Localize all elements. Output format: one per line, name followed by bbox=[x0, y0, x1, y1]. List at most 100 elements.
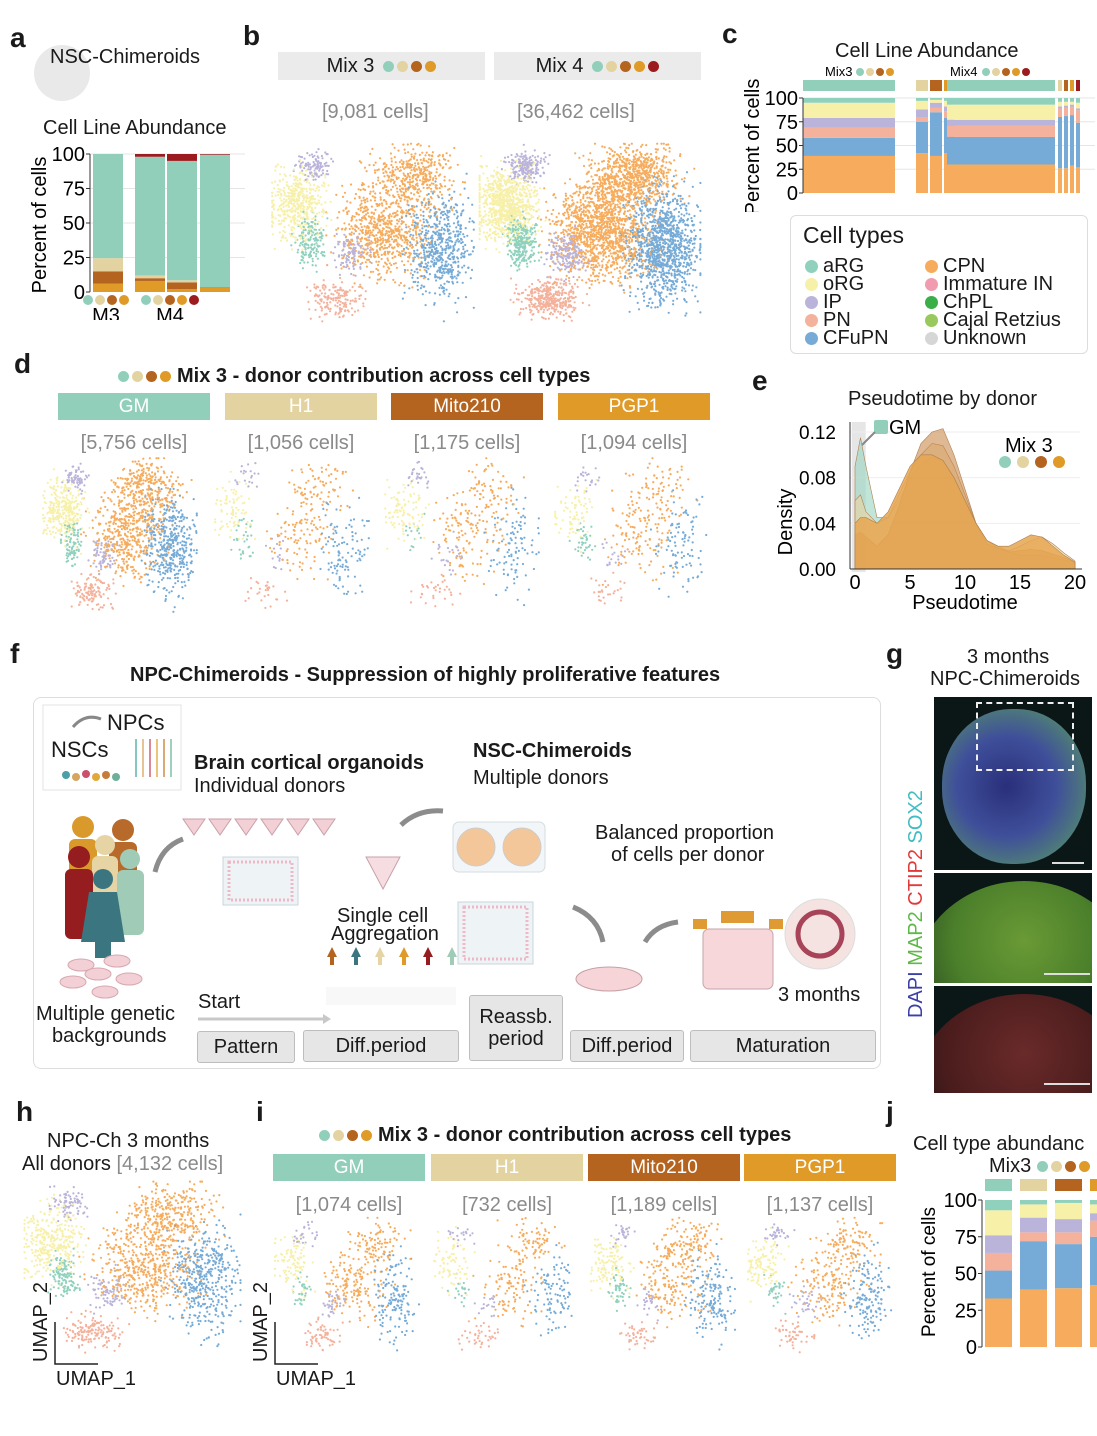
umap-point bbox=[404, 190, 407, 193]
umap-point bbox=[320, 154, 323, 158]
umap-point bbox=[372, 212, 376, 215]
umap-point bbox=[403, 198, 406, 201]
umap-point bbox=[293, 227, 296, 230]
umap-point bbox=[342, 315, 345, 318]
umap-point bbox=[397, 227, 400, 230]
umap-point bbox=[391, 231, 394, 234]
umap-point bbox=[339, 294, 343, 297]
umap-point bbox=[435, 279, 438, 282]
umap-point bbox=[346, 211, 349, 214]
umap-point bbox=[345, 261, 348, 264]
umap-point bbox=[603, 146, 606, 149]
umap-point bbox=[401, 183, 404, 186]
umap-point bbox=[493, 236, 497, 239]
umap-point bbox=[434, 231, 437, 234]
umap-point bbox=[399, 169, 402, 172]
umap-point bbox=[673, 215, 676, 218]
umap-point bbox=[438, 269, 441, 272]
umap-point bbox=[484, 194, 487, 197]
umap-point bbox=[334, 285, 337, 288]
bar-segment-h1 bbox=[135, 275, 165, 279]
umap-point bbox=[645, 274, 648, 278]
umap-point bbox=[349, 247, 353, 250]
umap-point bbox=[534, 172, 537, 175]
umap-point bbox=[298, 186, 301, 189]
umap-point bbox=[382, 162, 385, 166]
umap-point bbox=[410, 153, 413, 156]
umap-point bbox=[407, 209, 410, 212]
umap-point bbox=[566, 306, 569, 309]
umap-point bbox=[505, 184, 508, 187]
umap-point bbox=[624, 271, 627, 274]
umap-point bbox=[405, 251, 408, 254]
umap-point bbox=[525, 185, 528, 188]
umap-point bbox=[326, 264, 329, 267]
umap-point bbox=[341, 227, 344, 230]
umap-point bbox=[490, 182, 493, 185]
umap-point bbox=[368, 163, 371, 167]
umap-point bbox=[415, 236, 418, 239]
umap-point bbox=[316, 194, 319, 197]
umap-point bbox=[336, 297, 339, 300]
umap-point bbox=[366, 200, 369, 203]
umap-point bbox=[427, 165, 430, 168]
umap-point bbox=[397, 193, 400, 196]
umap-point bbox=[452, 258, 455, 261]
umap-point bbox=[419, 268, 422, 272]
umap-point bbox=[362, 302, 365, 305]
umap-point bbox=[699, 244, 702, 247]
umap-point bbox=[527, 189, 530, 192]
umap-point bbox=[308, 225, 311, 228]
umap-point bbox=[537, 168, 540, 171]
umap-point bbox=[411, 236, 414, 239]
umap-point bbox=[660, 271, 663, 274]
umap-point bbox=[300, 216, 303, 219]
umap-point bbox=[514, 220, 517, 223]
umap-point bbox=[420, 204, 423, 207]
umap-point bbox=[521, 207, 524, 210]
umap-point bbox=[377, 216, 380, 219]
umap-point bbox=[491, 221, 494, 224]
umap-point bbox=[606, 163, 609, 166]
umap-point bbox=[537, 198, 541, 201]
umap-point bbox=[367, 226, 370, 229]
umap-point bbox=[634, 240, 637, 243]
umap-point bbox=[409, 198, 412, 201]
umap-point bbox=[304, 228, 307, 232]
umap-point bbox=[321, 157, 324, 160]
umap-point bbox=[595, 208, 598, 211]
umap-point bbox=[350, 216, 353, 219]
umap-point bbox=[545, 258, 548, 261]
umap-point bbox=[461, 203, 465, 206]
umap-point bbox=[334, 311, 337, 314]
umap-point bbox=[450, 266, 454, 269]
umap-point bbox=[584, 200, 587, 203]
umap-point bbox=[410, 192, 413, 195]
umap-point bbox=[653, 280, 657, 283]
umap-point bbox=[599, 244, 602, 247]
umap-point bbox=[321, 286, 324, 289]
umap-point bbox=[554, 292, 557, 296]
umap-point bbox=[452, 248, 455, 251]
umap-point bbox=[454, 301, 457, 304]
umap-point bbox=[616, 255, 619, 258]
umap-point bbox=[557, 310, 560, 313]
umap-point bbox=[671, 281, 675, 284]
umap-point bbox=[500, 236, 503, 239]
umap-point bbox=[409, 272, 412, 275]
umap-point bbox=[592, 266, 595, 269]
umap-point bbox=[359, 240, 362, 243]
umap-point bbox=[409, 263, 412, 266]
umap-point bbox=[366, 247, 369, 250]
umap-point bbox=[518, 261, 522, 264]
umap-point bbox=[344, 290, 347, 293]
umap-point bbox=[436, 276, 439, 279]
umap-point bbox=[369, 199, 372, 202]
umap-point bbox=[443, 292, 446, 295]
umap-point bbox=[369, 229, 372, 232]
umap-point bbox=[416, 184, 419, 187]
umap-point bbox=[699, 311, 702, 314]
umap-point bbox=[320, 203, 323, 206]
umap-point bbox=[423, 234, 426, 237]
umap-point bbox=[386, 250, 389, 253]
